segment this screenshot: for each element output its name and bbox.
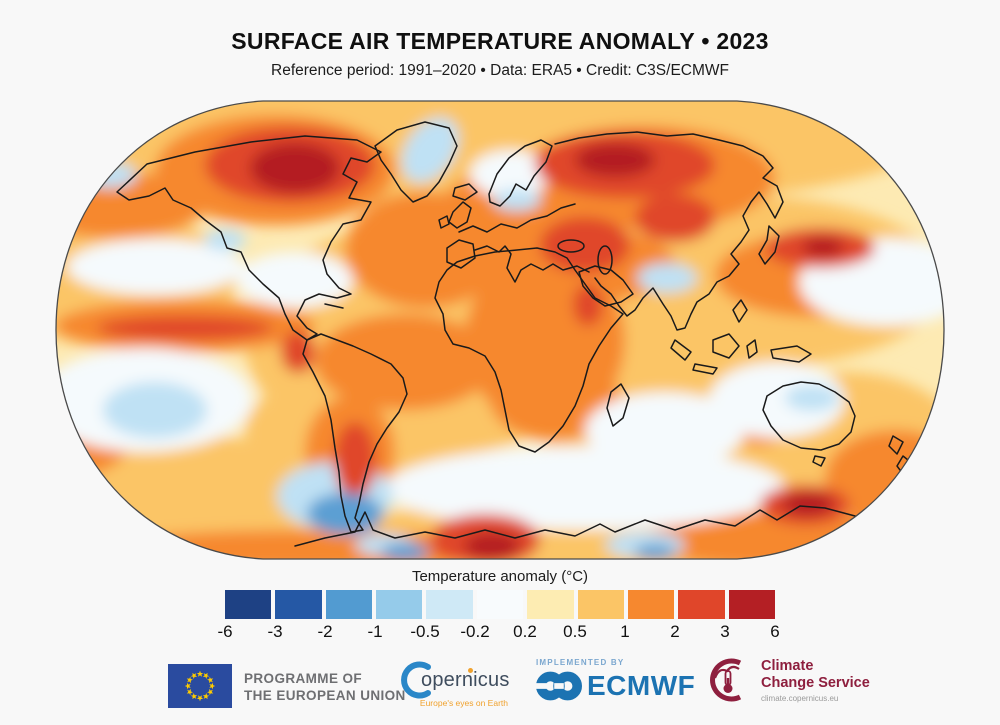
eu-programme-line1: PROGRAMME OF: [244, 671, 363, 686]
c3s-text: Climate Change Service climate.copernicu…: [761, 658, 870, 703]
legend-swatch: [325, 590, 373, 619]
eu-flag-icon: [168, 664, 232, 708]
copernicus-tagline: Europe's eyes on Earth: [419, 698, 508, 708]
c3s-url: climate.copernicus.eu: [761, 693, 839, 703]
copernicus-logo: opernicus Europe's eyes on Earth: [396, 660, 511, 712]
legend-title: Temperature anomaly (°C): [411, 568, 589, 585]
ecmwf-name: ECMWF: [587, 670, 696, 701]
world-map-figure: [55, 100, 945, 560]
world-map: [55, 100, 945, 563]
eu-programme-text: PROGRAMME OF THE EUROPEAN UNION: [244, 670, 406, 704]
legend-tick-label: 6: [770, 622, 780, 641]
page-subtitle: Reference period: 1991–2020 • Data: ERA5…: [271, 62, 729, 79]
copernicus-name: opernicus: [421, 669, 510, 691]
eu-programme-line2: THE EUROPEAN UNION: [244, 688, 406, 703]
legend-tick-label: 3: [720, 622, 730, 641]
legend-tick-label: -1: [367, 622, 383, 641]
copernicus-c-icon: [401, 661, 431, 699]
legend-tick-label: -0.5: [410, 622, 440, 641]
ecmwf-icon: [536, 671, 582, 701]
legend-swatch: [527, 590, 574, 619]
legend-swatch: [678, 590, 725, 619]
legend-tick-label: 0.5: [563, 622, 587, 641]
legend-ticks: -6 -3 -2 -1 -0.5 -0.2 0.2 0.5 1 2 3 6: [217, 622, 779, 644]
legend-swatches: [225, 590, 775, 619]
projection-border: [55, 100, 945, 560]
footer-logos: PROGRAMME OF THE EUROPEAN UNION opernicu…: [0, 652, 1000, 722]
c3s-line1: Climate: [761, 657, 814, 674]
legend-swatch: [225, 590, 272, 619]
legend-swatch: [627, 590, 675, 619]
legend-swatch: [728, 590, 775, 619]
copernicus-satellite-dot-icon: [468, 668, 473, 673]
legend-tick-label: 0.2: [513, 622, 537, 641]
legend-tick-label: 2: [670, 622, 680, 641]
legend-tick-label: -6: [217, 622, 233, 641]
c3s-icon: [710, 658, 742, 702]
legend-swatch: [577, 590, 624, 619]
legend-tick-label: -2: [317, 622, 333, 641]
legend-tick-label: 1: [620, 622, 630, 641]
legend-swatch: [476, 590, 524, 619]
c3s-logo: Climate Change Service climate.copernicu…: [702, 654, 870, 706]
continent-outlines: [116, 121, 914, 547]
page-title: SURFACE AIR TEMPERATURE ANOMALY • 2023: [231, 28, 769, 54]
ecmwf-logo: IMPLEMENTED BY ECMWF: [536, 658, 696, 702]
legend-swatch: [275, 590, 322, 619]
anomaly-field: [56, 101, 944, 559]
implemented-by-label: IMPLEMENTED BY: [536, 658, 625, 667]
legend-swatch: [376, 590, 423, 619]
legend-tick-label: -0.2: [460, 622, 490, 641]
c3s-line2: Change Service: [761, 674, 870, 691]
legend-tick-label: -3: [267, 622, 283, 641]
legend-swatch: [426, 590, 473, 619]
